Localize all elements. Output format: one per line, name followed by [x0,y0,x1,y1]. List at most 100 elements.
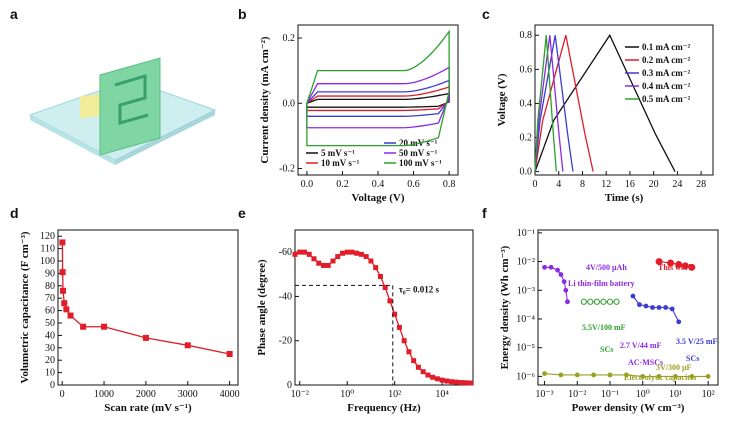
y-tick-label: -20 [279,336,292,347]
gcd-curve-2 [534,35,574,172]
phase-point [444,378,450,384]
bode-chart: Frequency (Hz) Phase angle (degree) 10⁻² 10… [256,229,474,414]
phase-point [301,249,307,255]
capacitance-point [63,306,70,313]
x-tick-label: 0 [60,389,65,400]
phase-point [316,260,322,266]
legend-label: 0.2 mA cm⁻² [642,55,690,65]
label-sc2: SCs [686,354,699,363]
phase-point [396,324,402,330]
ragone-point [669,306,675,312]
x-tick-label: 10⁰ [340,389,354,400]
panel-label-c: c [482,6,490,22]
ragone-point [606,298,614,305]
ragone-point [613,298,620,305]
y-tick-label: 0 [50,380,55,391]
capacitance-point [226,351,233,357]
panel-label-a: a [10,6,18,22]
y-tick-label: -60 [279,247,292,258]
y-tick-label: 80 [45,281,55,292]
y-tick-label: 120 [40,231,55,242]
phase-point [449,379,455,385]
x-tick-label: 10² [388,389,401,400]
x-tick-label: 0.0 [301,179,314,190]
phase-point [411,358,417,364]
phase-point [382,285,388,291]
x-tick-label: 10¹ [669,389,682,400]
y-tick-label: 70 [45,293,55,304]
y-tick-label: -40 [279,291,292,302]
x-tick-label: 10⁴ [435,389,449,400]
label-this-work: This work [658,263,693,272]
ragone-point [623,372,629,378]
phase-point [339,250,345,256]
legend-label: 0.3 mA cm⁻² [642,68,690,78]
phase-point [363,254,369,260]
y-tick-label: 20 [45,355,55,366]
gcd-curve-1 [534,35,594,172]
ragone-point [656,305,662,310]
ragone-point [637,302,642,308]
device-illustration [28,57,217,165]
ragone-point [587,298,594,305]
phase-point [325,262,331,268]
x-tick-label: 10⁻³ [535,389,553,400]
phase-point [292,251,298,257]
x-tick-label: 3000 [178,389,198,400]
plot-frame [294,229,474,386]
phase-point [425,372,431,378]
ragone-point [580,298,587,305]
phase-point [434,376,440,382]
x-axis-label: Frequency (Hz) [347,402,421,414]
phase-point [420,369,426,375]
ragone-point [558,272,564,277]
phase-point [373,265,379,271]
x-tick-label: 16 [625,179,635,190]
label-ec-voltage: 3V/300 μF [656,363,692,372]
ragone-chart: Power density (W cm⁻³) Energy density (Wh… [499,228,719,414]
x-tick-label: 0.2 [336,179,349,190]
x-axis-label: Scan rate (mV s⁻¹) [104,402,192,414]
tau-annotation: τ₀= 0.012 s [399,284,440,294]
phase-point [297,249,303,255]
ragone-point [574,372,580,378]
y-tick-label: 10⁻⁴ [516,314,535,325]
ragone-point [558,372,564,378]
ragone-point [600,298,607,305]
gcd-curve-0 [534,33,676,172]
x-tick-label: 0.4 [372,179,385,190]
x-tick-label: 10⁻¹ [601,389,619,400]
substrate-edge-right [115,110,215,165]
x-tick-label: 2000 [136,389,156,400]
cv-curve-0 [306,92,450,108]
capacitance-point [142,334,149,341]
phase-point [463,380,469,386]
x-tick-label: 4000 [220,389,240,400]
y-tick-label: 0.2 [520,133,533,144]
panel-label-d: d [10,205,19,221]
label-sc: SCs [600,345,613,354]
x-tick-label: 24 [672,179,682,190]
x-tick-label: 10⁰ [636,389,650,400]
gcd-chart: Time (s) Voltage (V) 0 4 8 12 16 20 24 28 0.0 0.2 0.… [496,24,714,204]
capacitance-point [59,269,66,276]
phase-point [354,250,360,256]
ragone-point [663,305,669,310]
phase-point [320,262,326,268]
plot-frame [534,24,714,176]
ragone-point [630,293,636,299]
label-ec: Electrolytic capacitor [624,373,698,382]
phase-line [294,251,471,384]
ragone-point [565,299,570,305]
x-tick-label: 0 [533,179,538,190]
label-msc: AC-MSCs [628,358,663,367]
label-msc-voltage: 2.7 V/44 mF [620,341,662,350]
cv-curve-2 [306,79,450,117]
cv-curve-3 [306,66,450,129]
phase-point [377,274,383,279]
phase-point [311,256,317,262]
plot-frame [57,229,239,386]
capacitance-chart: Scan rate (mV s⁻¹) Volumetric capacitance… [19,229,240,414]
y-tick-label: 0.0 [283,98,296,109]
y-tick-label: 10 [45,368,55,379]
